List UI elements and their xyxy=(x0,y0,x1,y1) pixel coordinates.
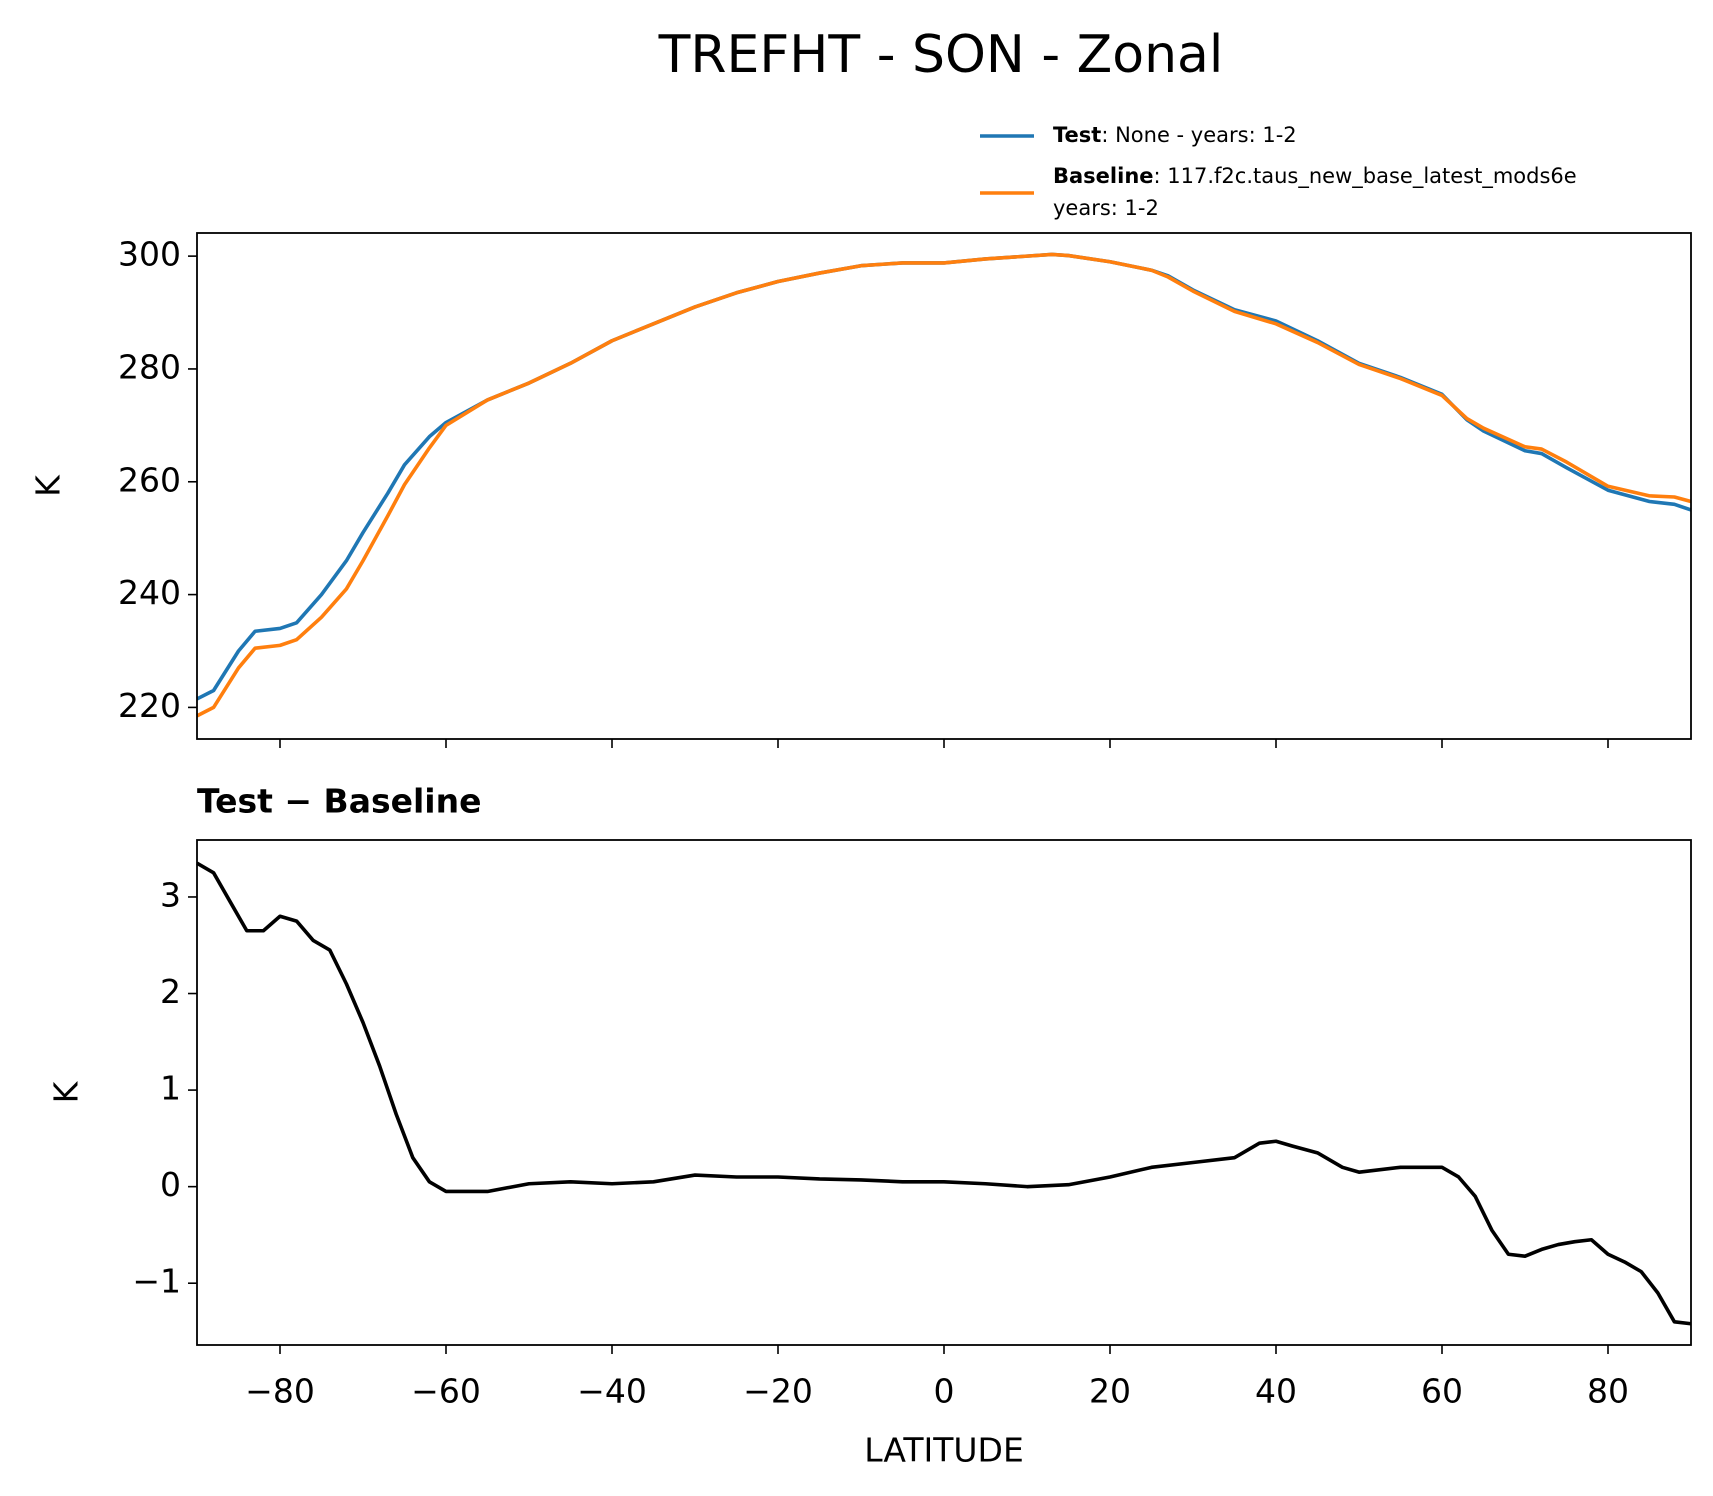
x-tick-label: 40 xyxy=(1255,1372,1297,1411)
y-tick-label: −1 xyxy=(132,1262,181,1301)
y-tick-label: 260 xyxy=(118,460,181,499)
x-tick-label: 60 xyxy=(1421,1372,1463,1411)
figure-title: TREFHT - SON - Zonal xyxy=(658,25,1224,85)
legend-label-line2: years: 1-2 xyxy=(1053,196,1159,220)
data-line xyxy=(196,252,1692,718)
y-tick-label: 220 xyxy=(118,686,181,725)
legend-desc: : None - years: 1-2 xyxy=(1101,123,1296,147)
y-tick-label: 1 xyxy=(160,1069,181,1108)
y-tick-label: 240 xyxy=(118,573,181,612)
y-tick-label: 300 xyxy=(118,235,181,274)
x-tick-label: 80 xyxy=(1587,1372,1629,1411)
y-tick-label: 2 xyxy=(160,972,181,1011)
x-tick-label: 0 xyxy=(934,1372,955,1411)
legend-name: Baseline xyxy=(1053,164,1154,188)
legend-label: Baseline: 117.f2c.taus_new_base_latest_m… xyxy=(1053,164,1577,189)
x-tick-label: −40 xyxy=(577,1372,647,1411)
axes-frame xyxy=(196,232,1692,740)
legend-desc: : 117.f2c.taus_new_base_latest_mods6e xyxy=(1154,164,1577,189)
data-line xyxy=(196,861,1692,1326)
x-tick-label: −60 xyxy=(411,1372,481,1411)
y-tick-label: 0 xyxy=(160,1165,181,1204)
x-tick-label: 20 xyxy=(1089,1372,1131,1411)
x-tick-label: −80 xyxy=(245,1372,315,1411)
axes-frame xyxy=(196,839,1692,1346)
y-axis-label: K xyxy=(47,1080,86,1103)
y-axis-label: K xyxy=(29,474,68,497)
x-tick-label: −20 xyxy=(743,1372,813,1411)
subplot-title: Test − Baseline xyxy=(197,782,482,821)
y-tick-label: 3 xyxy=(160,875,181,914)
y-tick-label: 280 xyxy=(118,347,181,386)
legend-label: Test: None - years: 1-2 xyxy=(1053,123,1297,147)
legend-name: Test xyxy=(1053,123,1101,147)
x-axis-label: LATITUDE xyxy=(864,1431,1024,1470)
